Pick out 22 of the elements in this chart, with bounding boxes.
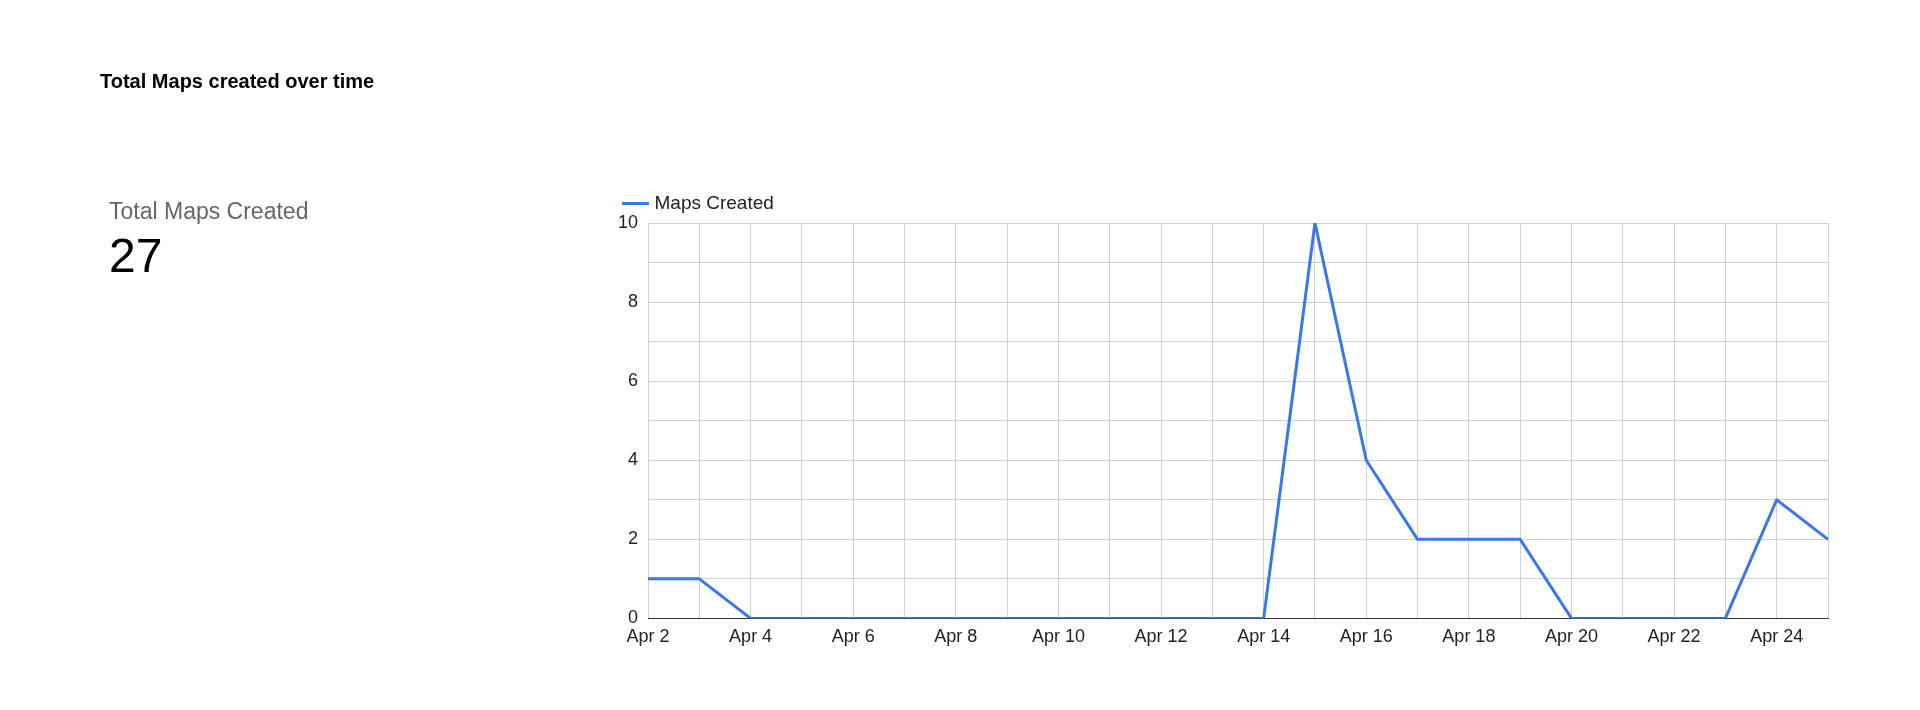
text: 27 <box>109 228 163 283</box>
y-tick-label: 2 <box>628 528 639 549</box>
text: Total Maps created over time <box>100 70 375 93</box>
x-tick-label: Apr 8 <box>934 626 978 647</box>
x-tick-label: Apr 20 <box>1544 626 1599 647</box>
legend-label: Maps Created <box>654 191 774 213</box>
x-tick-label: Apr 22 <box>1647 626 1701 647</box>
x-tick-label: Apr 12 <box>1134 626 1188 647</box>
x-tick-label: Apr 24 <box>1750 626 1804 647</box>
x-tick-label: Apr 18 <box>1442 626 1496 647</box>
y-tick-label: 8 <box>628 291 639 312</box>
x-tick-label: Apr 2 <box>626 626 670 647</box>
text: Total Maps Created <box>109 198 309 225</box>
y-tick-label: 6 <box>628 370 639 391</box>
x-tick-label: Apr 16 <box>1339 626 1393 647</box>
y-tick-label: 4 <box>628 449 639 470</box>
x-tick-label: Apr 14 <box>1237 626 1291 647</box>
x-tick-label: Apr 6 <box>831 626 875 647</box>
x-tick-label: Apr 10 <box>1031 626 1085 647</box>
y-tick-label: 10 <box>617 211 639 232</box>
y-tick-label: 0 <box>628 607 639 628</box>
x-tick-label: Apr 4 <box>729 626 773 647</box>
